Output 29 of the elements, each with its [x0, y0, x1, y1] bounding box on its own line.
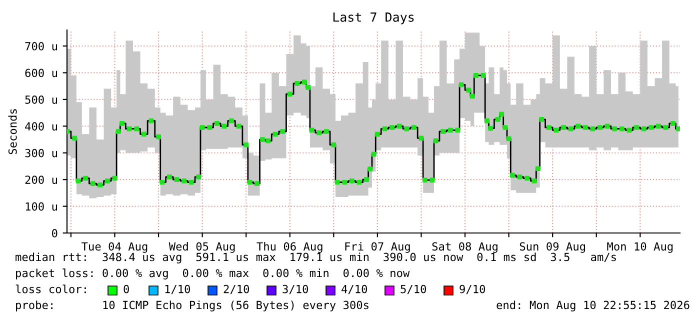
text: 9/10 — [460, 284, 486, 294]
text: loss color: — [16, 284, 86, 294]
text: end: Mon Aug 10 22:55:15 2026 — [496, 300, 690, 312]
text: 1/10 — [165, 284, 190, 294]
y-axis-title: Seconds — [8, 109, 17, 154]
text: 2/10 — [224, 284, 250, 294]
y-tick-label: 500 u — [25, 95, 57, 104]
x-tick-label: Thu 06 Aug — [256, 242, 322, 253]
text: packet loss: 0.00 % avg 0.00 % max 0.00 % min 0.00 % now — [16, 268, 410, 280]
x-tick-label: Tue 04 Aug — [82, 242, 148, 253]
y-tick-label: 700 u — [25, 42, 57, 50]
x-tick-label: Fri 07 Aug — [345, 242, 410, 253]
x-tick-label: Sat 08 Aug — [432, 242, 498, 253]
text: 4/10 — [342, 284, 368, 294]
y-tick-label: 400 u — [25, 122, 57, 131]
y-tick-label: 100 u — [26, 202, 57, 211]
text: median rtt: 348.4 us avg 591.1 us max 179.1 us min 390.0 us now 0.1 ms sd 3.5 am/s — [16, 252, 616, 264]
x-tick-label: Mon 10 Aug — [607, 242, 673, 253]
x-tick-label: Wed 05 Aug — [168, 242, 235, 253]
text: 0 — [124, 284, 129, 294]
x-tick-label: Sun 09 Aug — [520, 242, 586, 253]
y-tick-label: 600 u — [25, 68, 57, 78]
chart-title: Last 7 Days — [333, 12, 414, 24]
text: probe: 10 ICMP Echo Pings (56 Bytes) every 300s — [16, 300, 368, 312]
text: 3/10 — [282, 284, 308, 294]
y-tick-label: 300 u — [25, 148, 57, 158]
y-tick-label: 200 u — [25, 176, 57, 184]
text: 5/10 — [400, 284, 426, 294]
y-tick-label: 0 — [52, 229, 58, 238]
